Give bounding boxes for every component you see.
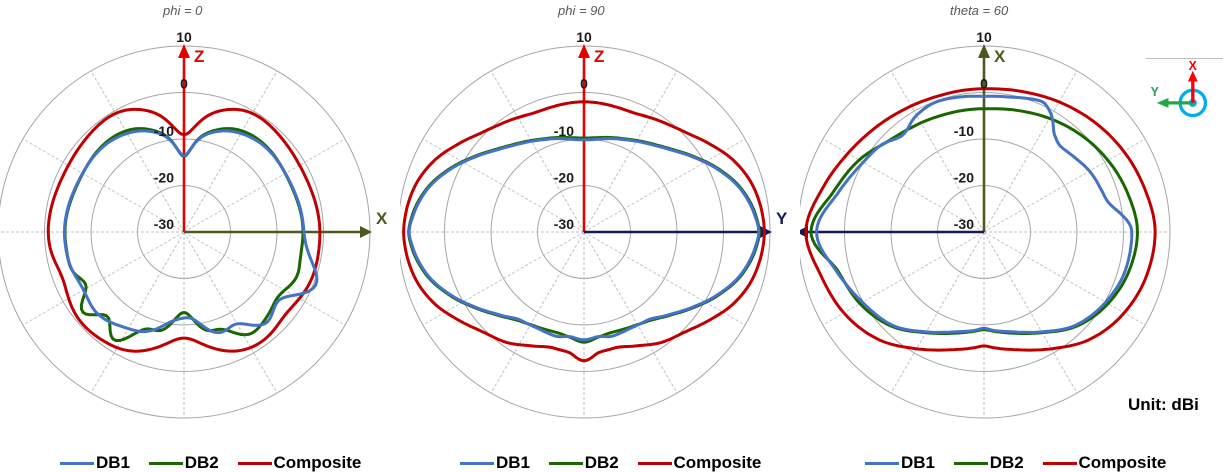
svg-text:0: 0 — [580, 76, 588, 92]
svg-text:0: 0 — [980, 76, 988, 92]
svg-text:-30: -30 — [554, 216, 574, 232]
svg-text:-20: -20 — [154, 170, 174, 186]
svg-text:X: X — [994, 47, 1006, 66]
svg-text:10: 10 — [176, 29, 192, 45]
svg-text:X: X — [1189, 59, 1198, 73]
svg-text:0: 0 — [180, 76, 188, 92]
svg-text:-30: -30 — [954, 216, 974, 232]
svg-text:Z: Z — [594, 47, 604, 66]
svg-text:-10: -10 — [954, 123, 974, 139]
svg-text:10: 10 — [576, 29, 592, 45]
svg-text:Y: Y — [776, 209, 788, 228]
svg-text:X: X — [376, 209, 388, 228]
svg-text:-20: -20 — [954, 170, 974, 186]
svg-text:10: 10 — [976, 29, 992, 45]
svg-text:Y: Y — [1151, 85, 1160, 99]
svg-text:-10: -10 — [554, 123, 574, 139]
svg-text:Z: Z — [194, 47, 204, 66]
svg-text:-30: -30 — [154, 216, 174, 232]
svg-text:-20: -20 — [554, 170, 574, 186]
svg-text:-10: -10 — [154, 123, 174, 139]
